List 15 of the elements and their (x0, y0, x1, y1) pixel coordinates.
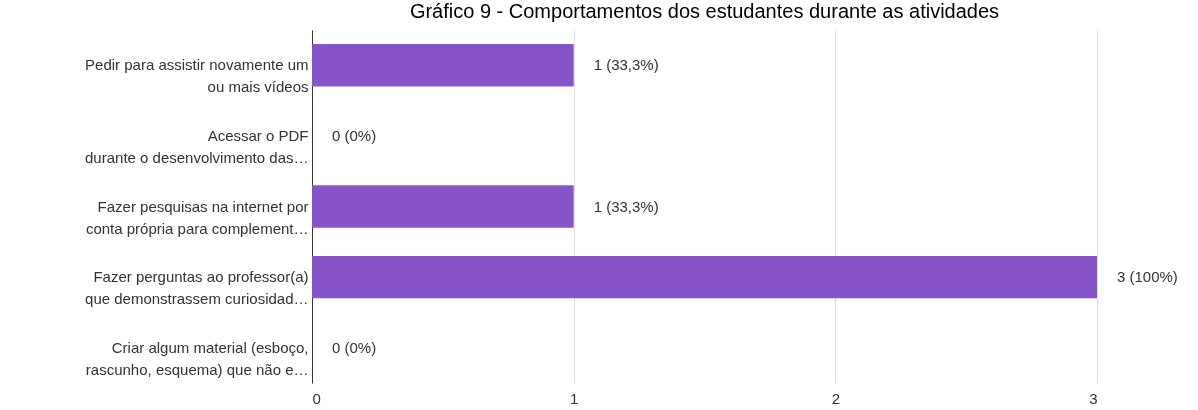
chart-title: Gráfico 9 - Comportamentos dos estudantes durante as atividades (409, 0, 1000, 22)
x-tick-label: 2 (831, 389, 841, 407)
y-tick-label: Acessar o PDF durante o desenvolvimento das… (85, 126, 309, 166)
y-tick-label: Pedir para assistir novamente um ou mais vídeos (85, 56, 309, 96)
y-tick-label: Fazer perguntas ao professor(a) que demonstrassem curiosidad… (85, 268, 309, 308)
y-tick-label: Fazer pesquisas na internet por conta própria para complement… (85, 197, 309, 237)
data-label: 1 (33,3%) (593, 197, 659, 215)
data-label: 3 (100%) (1117, 268, 1178, 286)
data-label: 1 (33,3%) (593, 56, 659, 74)
x-tick-label: 3 (1089, 389, 1098, 407)
data-label: 0 (0%) (332, 338, 377, 356)
y-tick-label: Criar algum material (esboço, rascunho, esquema) que não e… (85, 338, 309, 378)
x-tick-label: 1 (569, 389, 579, 407)
data-label: 0 (0%) (332, 126, 377, 144)
x-tick-label: 0 (312, 389, 321, 407)
